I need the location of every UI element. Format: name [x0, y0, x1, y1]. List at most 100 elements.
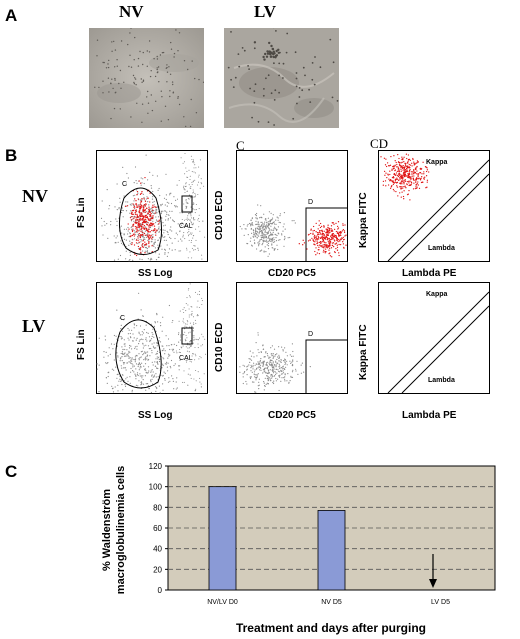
event-dot — [330, 225, 333, 227]
event-dot — [121, 337, 123, 339]
event-dot — [141, 215, 143, 217]
event-dot — [341, 230, 344, 232]
event-dot — [280, 380, 282, 382]
y-tick-label: 120 — [149, 462, 163, 471]
event-dot — [182, 381, 184, 383]
event-dot — [143, 329, 145, 331]
event-dot — [250, 228, 252, 230]
event-dot — [197, 315, 199, 317]
event-dot — [114, 66, 116, 68]
event-dot — [201, 254, 203, 256]
event-dot — [310, 228, 312, 230]
event-dot — [310, 232, 312, 235]
event-dot — [157, 189, 159, 191]
event-dot — [395, 190, 397, 193]
event-dot — [157, 244, 159, 246]
event-dot — [179, 212, 181, 214]
event-dot — [392, 188, 395, 191]
event-dot — [267, 236, 270, 238]
event-dot — [337, 221, 340, 223]
event-dot — [425, 166, 427, 168]
event-dot — [169, 73, 172, 75]
event-dot — [400, 174, 402, 176]
event-dot — [108, 59, 110, 62]
event-dot — [418, 173, 420, 175]
event-dot — [136, 355, 138, 357]
event-dot — [161, 52, 164, 54]
event-dot — [301, 89, 304, 92]
event-dot — [273, 380, 275, 382]
event-dot — [324, 250, 326, 253]
event-dot — [121, 352, 124, 354]
event-dot — [151, 335, 153, 337]
event-dot — [122, 244, 124, 246]
event-dot — [268, 230, 270, 232]
event-dot — [151, 258, 153, 260]
event-dot — [158, 230, 160, 232]
event-dot — [392, 165, 394, 168]
event-dot — [328, 249, 330, 251]
event-dot — [195, 209, 197, 211]
event-dot — [259, 227, 261, 230]
event-dot — [193, 167, 195, 169]
event-dot — [342, 224, 344, 227]
event-dot — [342, 223, 344, 225]
event-dot — [263, 233, 265, 235]
event-dot — [416, 162, 418, 164]
event-dot — [319, 237, 322, 239]
event-dot — [148, 238, 150, 240]
event-dot — [260, 221, 262, 223]
event-dot — [242, 382, 244, 385]
event-dot — [263, 213, 265, 215]
event-dot — [403, 190, 405, 192]
event-dot — [164, 229, 166, 231]
event-dot — [198, 290, 200, 292]
event-dot — [243, 234, 245, 236]
event-dot — [132, 366, 134, 368]
event-dot — [132, 195, 134, 197]
event-dot — [188, 228, 190, 230]
event-dot — [275, 366, 277, 368]
event-dot — [163, 225, 165, 227]
event-dot — [384, 164, 387, 166]
event-dot — [404, 168, 407, 171]
event-dot — [144, 176, 146, 179]
event-dot — [178, 179, 180, 182]
event-dot — [277, 369, 279, 371]
event-dot — [400, 170, 402, 172]
event-dot — [318, 241, 321, 244]
event-dot — [120, 365, 122, 367]
event-dot — [254, 374, 256, 376]
event-dot — [257, 225, 259, 227]
event-dot — [138, 235, 140, 237]
event-dot — [325, 242, 327, 244]
event-dot — [342, 241, 344, 243]
event-dot — [156, 58, 159, 60]
event-dot — [403, 182, 405, 184]
event-dot — [389, 170, 391, 172]
event-dot — [264, 377, 266, 379]
event-dot — [390, 180, 392, 182]
event-dot — [401, 167, 404, 170]
event-dot — [182, 162, 184, 164]
event-dot — [326, 233, 328, 236]
event-dot — [128, 361, 130, 363]
event-dot — [158, 358, 160, 361]
event-dot — [410, 177, 412, 179]
event-dot — [408, 182, 410, 184]
event-dot — [252, 352, 254, 354]
event-dot — [196, 306, 198, 308]
event-dot — [155, 209, 157, 211]
event-dot — [179, 339, 181, 341]
event-dot — [295, 77, 298, 80]
event-dot — [120, 379, 122, 381]
event-dot — [129, 254, 131, 256]
event-dot — [147, 372, 149, 374]
event-dot — [248, 222, 251, 225]
event-dot — [180, 238, 182, 240]
event-dot — [175, 388, 177, 390]
event-dot — [151, 209, 154, 211]
event-dot — [417, 175, 419, 178]
event-dot — [128, 329, 130, 331]
event-dot — [174, 249, 176, 251]
